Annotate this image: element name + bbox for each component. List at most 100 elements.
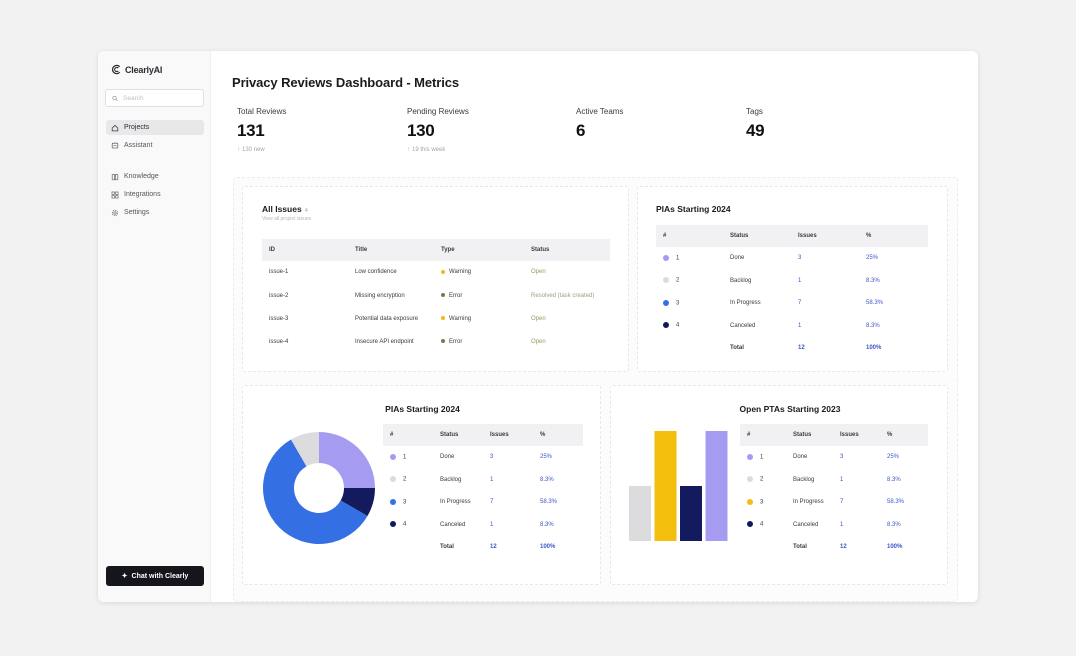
col-header-status[interactable]: Status	[786, 424, 833, 446]
issues-title: All Issues 4	[262, 204, 308, 214]
assistant-icon	[111, 142, 119, 148]
row-status: Canceled	[730, 322, 756, 329]
app-window: ClearlyAI Projects Assistant Knowledge I…	[98, 51, 978, 602]
total-spacer	[383, 536, 433, 559]
col-header-type[interactable]: Type	[434, 239, 524, 261]
row-num: 4	[656, 315, 723, 338]
col-header-num[interactable]: #	[656, 225, 723, 247]
chat-with-clearly-button[interactable]: ✦ Chat with Clearly	[106, 566, 204, 586]
row-num-text: 2	[403, 477, 407, 484]
row-issues[interactable]: 1	[798, 322, 802, 329]
gear-icon	[111, 209, 119, 216]
col-header-issues[interactable]: Issues	[791, 225, 859, 247]
issue-status: Open	[524, 261, 610, 285]
app-name: ClearlyAI	[125, 64, 163, 75]
row-num: 4	[383, 514, 433, 537]
sidebar-item-assistant[interactable]: Assistant	[106, 138, 204, 153]
table-row[interactable]: 2 Backlog 1 8.3%	[656, 270, 928, 293]
backlog-dot-icon	[390, 476, 396, 483]
row-issues[interactable]: 1	[840, 521, 844, 528]
total-label: Total	[440, 544, 454, 551]
row-issues[interactable]: 1	[490, 476, 494, 483]
row-num-text: 1	[403, 454, 407, 461]
row-issues[interactable]: 7	[840, 499, 844, 506]
open-ptas-bar-card: Open PTAs Starting 2023 # Status Issues …	[610, 385, 948, 585]
app-logo[interactable]: ClearlyAI	[111, 64, 162, 75]
done-dot-icon	[663, 254, 669, 261]
bar-chart-title: Open PTAs Starting 2023	[739, 404, 841, 414]
bar-done[interactable]	[705, 431, 728, 541]
donut-slice-in-progress[interactable]	[263, 439, 368, 544]
table-row[interactable]: 2 Backlog 1 8.3%	[740, 469, 928, 492]
row-issues[interactable]: 3	[490, 454, 494, 461]
search-box[interactable]	[105, 89, 204, 107]
donut-slice-done[interactable]	[319, 432, 375, 488]
table-row[interactable]: 1 Done 3 25%	[383, 446, 583, 469]
donut-slice-backlog[interactable]	[291, 432, 319, 467]
sidebar-item-projects[interactable]: Projects	[106, 120, 204, 135]
stat-value: 130	[407, 121, 435, 140]
row-issues[interactable]: 1	[840, 476, 844, 483]
table-row[interactable]: issue-2 Missing encryption Error Resolve…	[262, 284, 610, 308]
stat-delta: ↑ 19 this week	[407, 147, 557, 153]
row-status: Done	[440, 454, 455, 461]
row-issues[interactable]: 3	[798, 255, 802, 262]
table-row[interactable]: 1 Done 3 25%	[740, 446, 928, 469]
bar-in-progress[interactable]	[654, 431, 677, 541]
pias-table-card: PIAs Starting 2024 # Status Issues % 1 D…	[637, 186, 948, 372]
col-header-title[interactable]: Title	[348, 239, 434, 261]
table-row[interactable]: 4 Canceled 1 8.3%	[656, 315, 928, 338]
issue-id: issue-1	[262, 261, 348, 285]
sidebar-item-integrations[interactable]: Integrations	[106, 187, 204, 202]
row-num-text: 1	[676, 255, 680, 262]
bar-canceled[interactable]	[680, 486, 702, 541]
row-issues[interactable]: 7	[490, 499, 494, 506]
col-header-status[interactable]: Status	[433, 424, 483, 446]
row-issues[interactable]: 1	[490, 521, 494, 528]
table-row[interactable]: 3 In Progress 7 58.3%	[383, 491, 583, 514]
col-header-status[interactable]: Status	[723, 225, 791, 247]
bar-legend-table: # Status Issues % 1 Done 3 25% 2 Backlog	[740, 424, 928, 559]
stat-pending-reviews: Pending Reviews 130 ↑ 19 this week	[407, 107, 557, 153]
issue-type-text: Warning	[449, 269, 472, 276]
search-input[interactable]	[123, 94, 203, 102]
table-row[interactable]: 3 In Progress 7 58.3%	[740, 491, 928, 514]
row-issues[interactable]: 7	[798, 300, 802, 307]
table-row[interactable]: 1 Done 3 25%	[656, 247, 928, 270]
done-dot-icon	[390, 453, 396, 460]
home-icon	[111, 124, 119, 131]
row-status: Done	[730, 255, 745, 262]
table-row[interactable]: 3 In Progress 7 58.3%	[656, 292, 928, 315]
col-header-issues[interactable]: Issues	[483, 424, 533, 446]
table-header-row: ID Title Type Status	[262, 239, 610, 261]
row-issues[interactable]: 3	[840, 454, 844, 461]
donut-legend-table: # Status Issues % 1 Done 3 25% 2 Backlog	[383, 424, 583, 559]
warning-dot-icon	[441, 269, 445, 274]
col-header-status[interactable]: Status	[524, 239, 610, 261]
donut-slice-canceled[interactable]	[340, 488, 375, 516]
row-status: Done	[793, 454, 808, 461]
col-header-pct[interactable]: %	[533, 424, 583, 446]
col-header-num[interactable]: #	[740, 424, 786, 446]
bar-backlog[interactable]	[629, 486, 651, 541]
sidebar-item-knowledge[interactable]: Knowledge	[106, 169, 204, 184]
table-row[interactable]: 4 Canceled 1 8.3%	[740, 514, 928, 537]
col-header-pct[interactable]: %	[880, 424, 928, 446]
col-header-pct[interactable]: %	[859, 225, 928, 247]
table-row[interactable]: issue-3 Potential data exposure Warning …	[262, 307, 610, 331]
issue-type: Warning	[434, 261, 524, 285]
sidebar-item-settings[interactable]: Settings	[106, 205, 204, 220]
table-row[interactable]: 4 Canceled 1 8.3%	[383, 514, 583, 537]
col-header-issues[interactable]: Issues	[833, 424, 880, 446]
table-row[interactable]: 2 Backlog 1 8.3%	[383, 469, 583, 492]
table-row[interactable]: issue-1 Low confidence Warning Open	[262, 261, 610, 285]
col-header-num[interactable]: #	[383, 424, 433, 446]
col-header-id[interactable]: ID	[262, 239, 348, 261]
row-issues[interactable]: 1	[798, 277, 802, 284]
stat-label: Pending Reviews	[407, 107, 469, 116]
issue-type: Error	[434, 284, 524, 308]
arrow-up-icon: ↑	[407, 147, 410, 153]
total-label: Total	[793, 544, 807, 551]
table-row[interactable]: issue-4 Insecure API endpoint Error Open	[262, 330, 610, 354]
error-dot-icon	[441, 338, 445, 343]
